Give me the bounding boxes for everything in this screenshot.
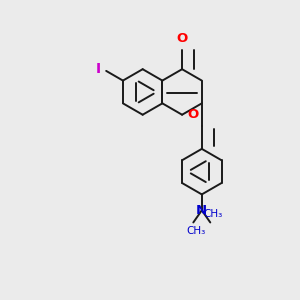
Text: O: O <box>188 108 199 121</box>
Text: N: N <box>196 204 207 217</box>
Text: I: I <box>95 61 101 76</box>
Text: CH₃: CH₃ <box>186 226 205 236</box>
Text: CH₃: CH₃ <box>203 209 222 219</box>
Text: O: O <box>176 32 188 45</box>
